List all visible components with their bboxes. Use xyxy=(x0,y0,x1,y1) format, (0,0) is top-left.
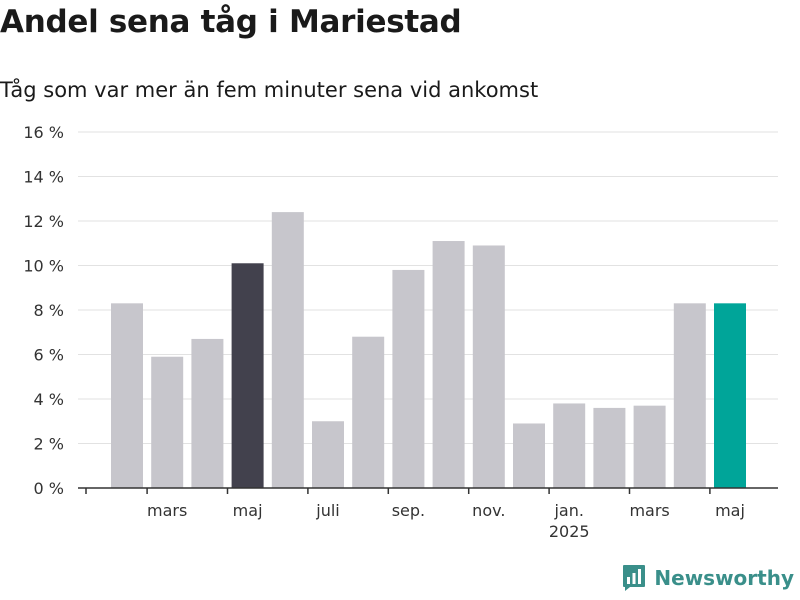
bar xyxy=(191,338,224,488)
x-tick-label: maj xyxy=(715,501,745,520)
y-tick-label: 0 % xyxy=(34,479,64,498)
y-tick-label: 8 % xyxy=(34,301,64,320)
y-tick-label: 4 % xyxy=(34,390,64,409)
bar xyxy=(352,336,385,488)
chart-subtitle: Tåg som var mer än fem minuter sena vid … xyxy=(0,78,539,102)
bar xyxy=(593,407,626,488)
y-tick-label: 16 % xyxy=(23,123,64,142)
bar xyxy=(553,403,586,488)
newsworthy-logo: Newsworthy xyxy=(622,564,794,592)
x-tick-label: mars xyxy=(629,501,669,520)
x-tick-label: mars xyxy=(147,501,187,520)
brand-name: Newsworthy xyxy=(654,566,794,590)
y-tick-label: 12 % xyxy=(23,212,64,231)
y-tick-label: 10 % xyxy=(23,257,64,276)
x-tick-label: juli xyxy=(315,501,339,520)
x-tick-label: sep. xyxy=(392,501,425,520)
bar xyxy=(633,405,666,488)
x-tick-label: maj xyxy=(233,501,263,520)
bar xyxy=(231,263,264,488)
y-tick-label: 14 % xyxy=(23,168,64,187)
bar xyxy=(271,212,304,488)
chart-title: Andel sena tåg i Mariestad xyxy=(0,4,462,40)
bar xyxy=(432,241,465,488)
y-tick-label: 6 % xyxy=(34,346,64,365)
x-tick-year-label: 2025 xyxy=(549,522,590,541)
x-tick-label: jan. xyxy=(553,501,583,520)
bar xyxy=(111,303,143,488)
bar xyxy=(312,421,344,488)
bar xyxy=(513,423,545,488)
newsworthy-logo-icon xyxy=(623,565,646,591)
bar xyxy=(151,356,184,488)
bar xyxy=(472,245,505,488)
bar xyxy=(392,269,425,488)
y-tick-label: 2 % xyxy=(34,435,64,454)
bar xyxy=(714,303,746,488)
x-tick-label: nov. xyxy=(472,501,505,520)
bar xyxy=(673,303,706,488)
